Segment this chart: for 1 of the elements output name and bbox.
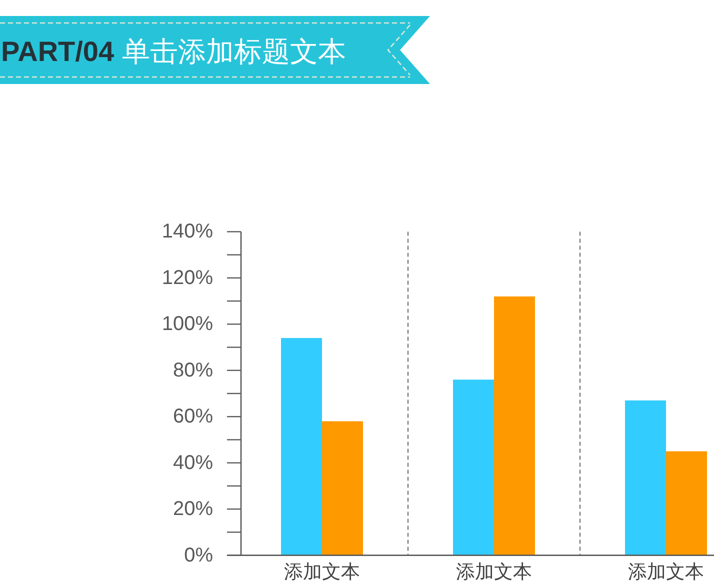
title: PART/04 单击添加标题文本 <box>1 36 346 67</box>
